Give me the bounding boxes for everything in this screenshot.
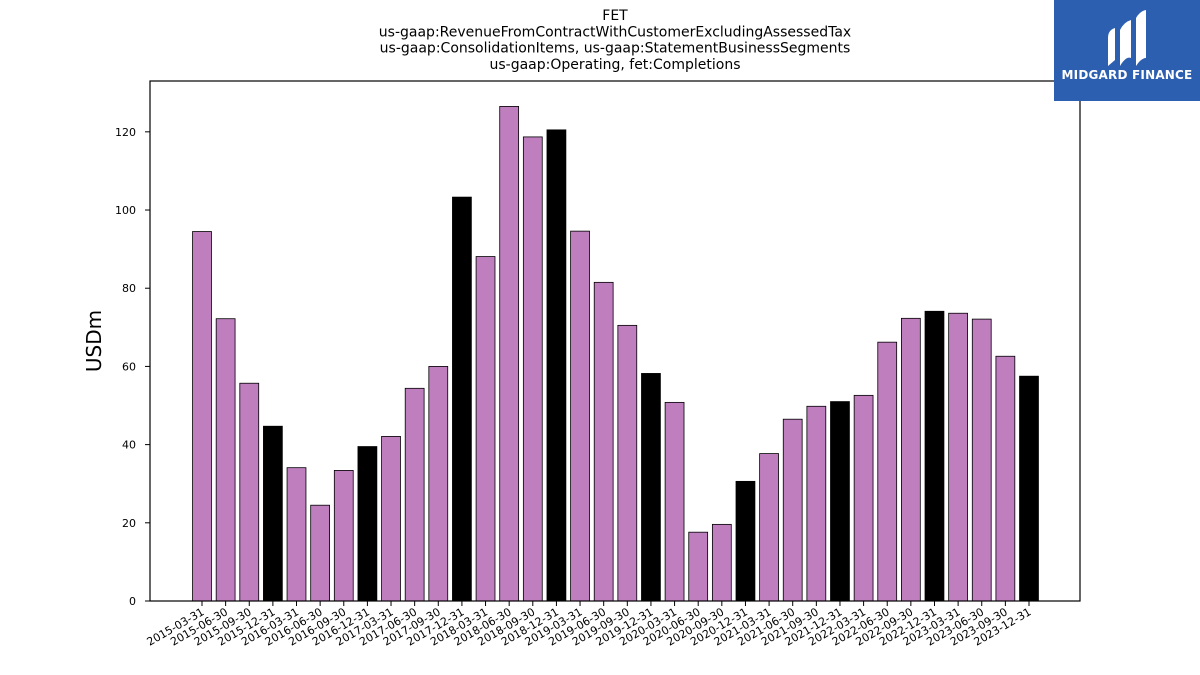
y-tick-label-100: 100 — [115, 204, 136, 217]
bar-2019-09-30 — [617, 324, 638, 602]
bars-group — [192, 106, 1039, 602]
bar-2023-12-31 — [1019, 375, 1039, 602]
bar-2021-06-30 — [782, 418, 803, 602]
bar-2022-09-30 — [901, 317, 921, 602]
y-tick-label-20: 20 — [122, 517, 136, 530]
bar-2023-09-30 — [995, 355, 1016, 602]
midgard-logo-icon — [1108, 10, 1146, 66]
bar-2019-12-31 — [641, 373, 661, 602]
bar-2017-12-31 — [452, 196, 472, 602]
bar-2017-06-30 — [404, 387, 425, 602]
axes-frame — [149, 80, 1081, 602]
y-axis: 0 20 40 60 80 100 120 — [115, 126, 150, 608]
title-line-3: us-gaap:Operating, fet:Completions — [490, 57, 741, 73]
bar-2021-12-31 — [830, 401, 850, 602]
title-line-2: us-gaap:ConsolidationItems, us-gaap:Stat… — [380, 41, 851, 57]
y-tick-label-80: 80 — [122, 282, 136, 295]
chart-title: FETus-gaap:RevenueFromContractWithCustom… — [379, 8, 851, 73]
y-axis-label: USDm — [82, 310, 106, 372]
bar-2022-12-31 — [924, 310, 945, 602]
logo-text: MIDGARD FINANCE — [1061, 68, 1193, 82]
y-tick-label-120: 120 — [115, 126, 136, 139]
bar-2016-09-30 — [333, 470, 354, 602]
x-axis: 2015-03-312015-06-302015-09-302015-12-31… — [145, 601, 1034, 649]
bar-2016-03-31 — [286, 467, 307, 602]
title-line-0: FET — [602, 8, 628, 24]
bar-2018-06-30 — [499, 106, 520, 602]
bar-2020-03-31 — [664, 401, 685, 602]
y-tick-label-40: 40 — [122, 439, 136, 452]
midgard-finance-logo: MIDGARD FINANCE — [1054, 0, 1200, 101]
bar-2018-03-31 — [475, 256, 496, 602]
bar-2016-06-30 — [310, 504, 330, 602]
y-tick-label-0: 0 — [129, 595, 136, 608]
bar-2017-09-30 — [428, 366, 449, 602]
bar-2019-06-30 — [593, 281, 614, 602]
bar-2020-09-30 — [711, 523, 732, 602]
bar-2020-06-30 — [688, 531, 709, 602]
bar-2023-06-30 — [971, 318, 992, 602]
bar-2018-12-31 — [546, 129, 567, 602]
bar-2018-09-30 — [522, 136, 543, 602]
bar-2015-09-30 — [239, 382, 260, 602]
bar-2020-12-31 — [735, 480, 756, 602]
bar-2015-12-31 — [263, 425, 283, 602]
bar-2015-06-30 — [215, 318, 236, 602]
bar-2016-12-31 — [357, 446, 378, 602]
bar-2021-03-31 — [759, 453, 779, 602]
bar-2017-03-31 — [381, 435, 401, 602]
y-tick-label-60: 60 — [122, 360, 136, 373]
bar-2019-03-31 — [570, 230, 590, 602]
bar-2022-03-31 — [853, 394, 874, 602]
bar-2021-09-30 — [806, 405, 827, 602]
bar-2022-06-30 — [877, 341, 898, 602]
bar-2015-03-31 — [192, 231, 212, 602]
bar-2023-03-31 — [948, 312, 968, 602]
title-line-1: us-gaap:RevenueFromContractWithCustomerE… — [379, 24, 851, 40]
